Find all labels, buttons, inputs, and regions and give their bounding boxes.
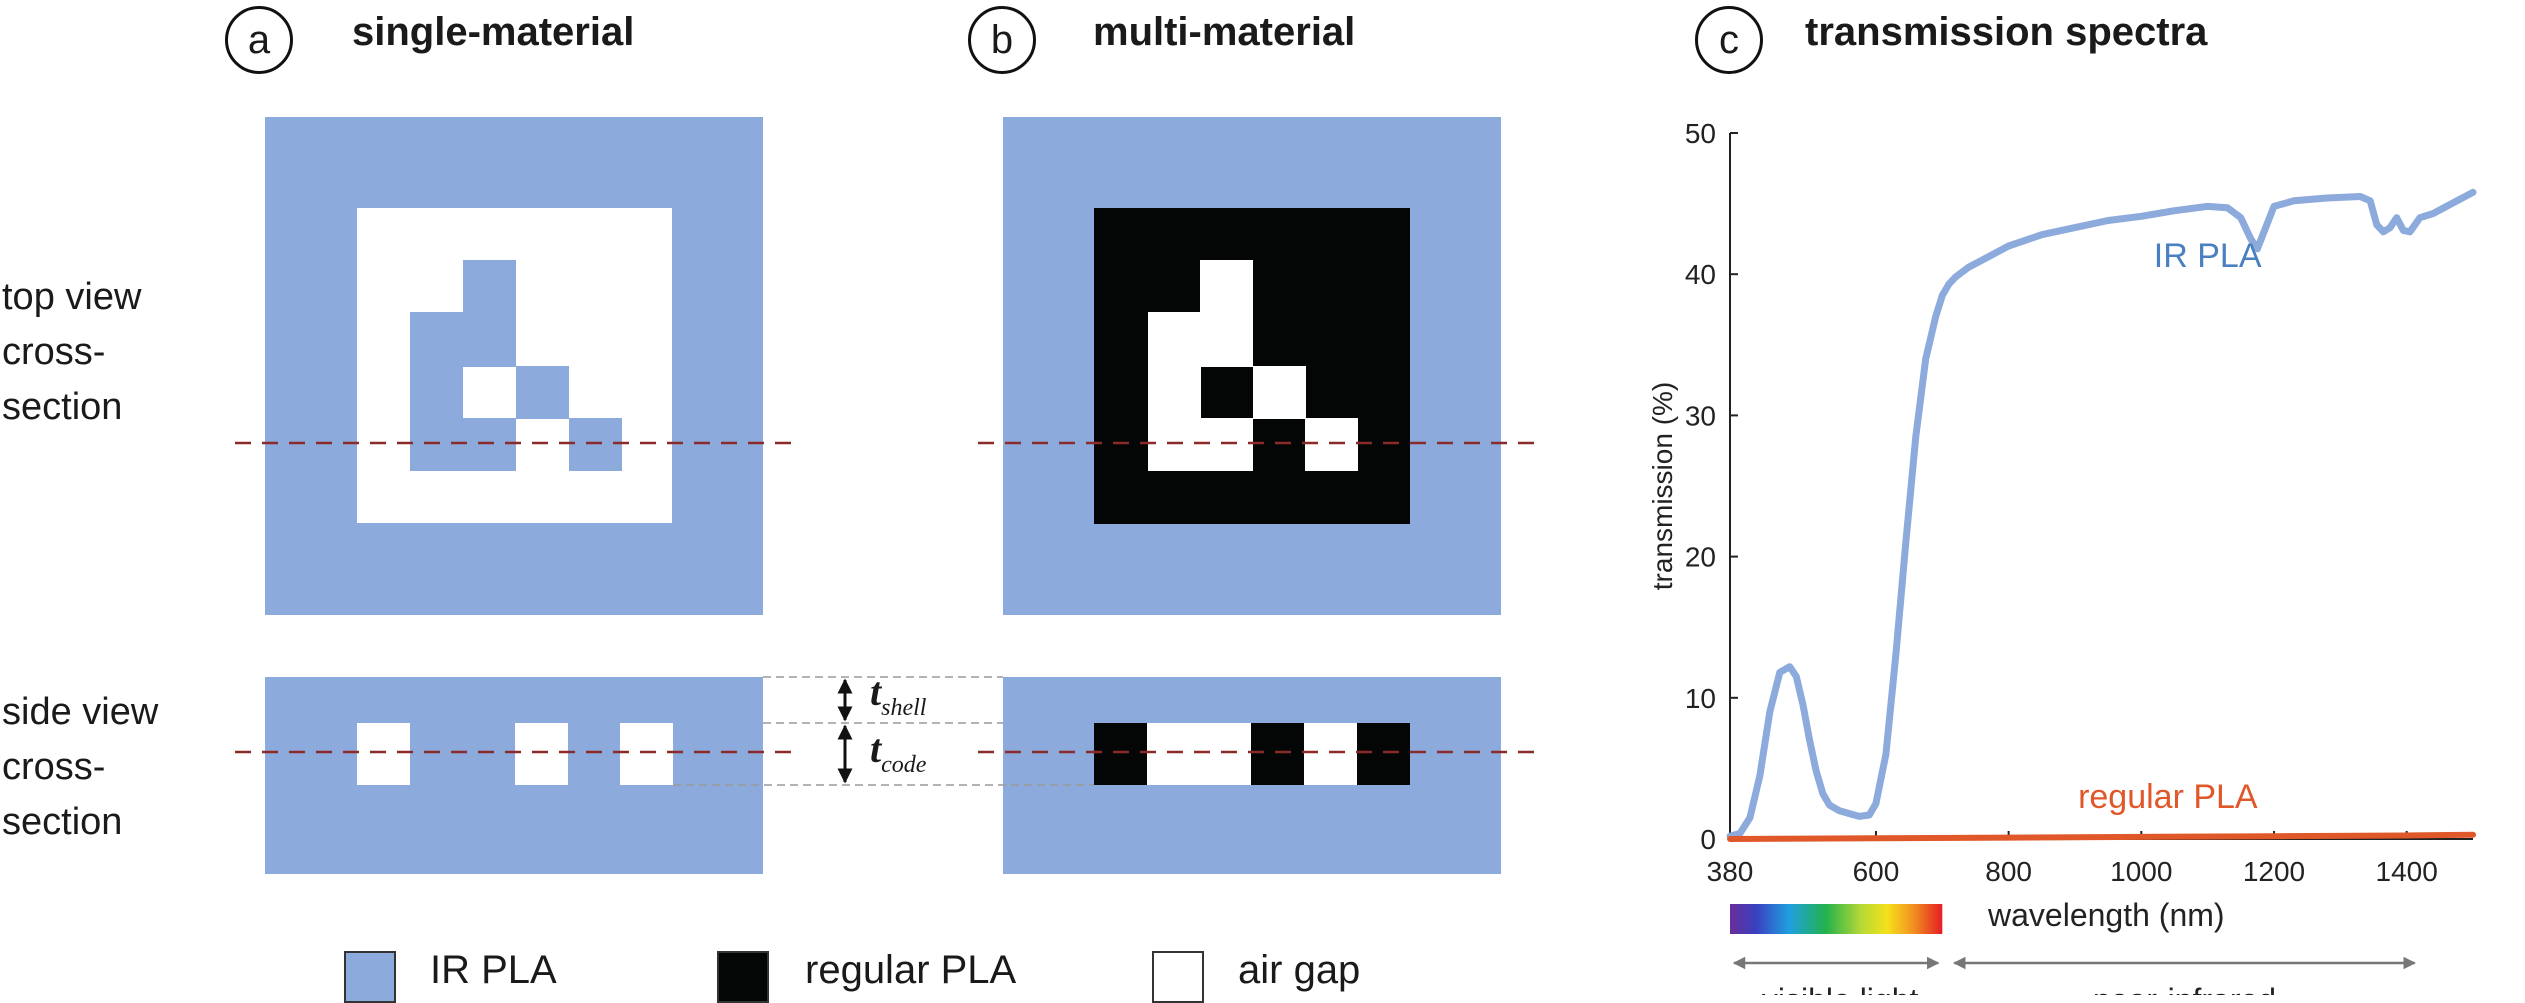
- legend-label-ir-pla: IR PLA: [430, 948, 557, 992]
- band-label-visible-light: visible light: [1762, 982, 1919, 995]
- chart-axes: [1729, 133, 2473, 840]
- legend-swatch-regular-pla: [717, 951, 769, 1003]
- code-cell-air: [1148, 312, 1253, 367]
- single-material-side-view: [265, 677, 763, 874]
- series-label-regular-pla: regular PLA: [2078, 778, 2258, 816]
- regular-pla-cell: [1357, 723, 1410, 785]
- legend-label-regular-pla: regular PLA: [805, 948, 1017, 992]
- code-cell-ir: [410, 418, 516, 471]
- visible-spectrum-bar: [1730, 904, 1943, 934]
- t-code-label: tcode: [870, 726, 927, 778]
- chart-labels: transmission (%) wavelength (nm) IR PLA reg…: [1647, 237, 2262, 933]
- y-tick-label: 40: [1685, 259, 1716, 290]
- x-axis-label: wavelength (nm): [1987, 897, 2225, 933]
- row-label-top-view: top view cross- section: [2, 276, 142, 428]
- y-axis-label: transmission (%): [1647, 382, 1678, 590]
- x-tick-label: 1200: [2243, 856, 2305, 887]
- transmission-spectra-chart: 0 10 20 30 40 50 380 600 800 1000 1200 1400 transmi…: [1647, 118, 2477, 995]
- ir-pla-slab: [265, 677, 763, 874]
- chart-bands: visible light near-infrared: [1730, 904, 2416, 995]
- code-cell-air: [1200, 260, 1253, 313]
- code-cell-ir: [569, 418, 622, 471]
- material-diagrams: [235, 117, 1538, 874]
- panel-b-title: multi-material: [1093, 10, 1356, 54]
- row-label-side-view: side view cross- section: [2, 691, 159, 843]
- multi-material-top-view: [1003, 117, 1501, 615]
- panel-c-letter: c: [1695, 6, 1763, 74]
- code-cell-air: [1253, 366, 1306, 419]
- y-tick-label: 30: [1685, 400, 1716, 431]
- code-cell-ir: [516, 366, 569, 419]
- x-tick-label: 600: [1853, 856, 1900, 887]
- code-cell-air: [1305, 418, 1358, 471]
- band-label-near-infrared: near-infrared: [2093, 982, 2276, 995]
- legend-swatch-air-gap: [1152, 951, 1204, 1003]
- panel-b-letter: b: [968, 6, 1036, 74]
- x-tick-label: 380: [1707, 856, 1754, 887]
- code-cell-air: [1148, 418, 1253, 471]
- y-tick-label: 10: [1685, 683, 1716, 714]
- series-line-regular-pla: [1727, 831, 2476, 842]
- single-material-top-view: [265, 117, 763, 615]
- y-tick-label: 0: [1700, 824, 1716, 855]
- y-tick-label: 50: [1685, 118, 1716, 149]
- legend-label-air-gap: air gap: [1238, 948, 1361, 992]
- air-gap-cell: [515, 723, 568, 785]
- series-line-ir-pla: [1726, 188, 2477, 840]
- series-label-ir-pla: IR PLA: [2154, 237, 2262, 275]
- regular-pla-cell: [1251, 723, 1304, 785]
- legend-swatch-ir-pla: [344, 951, 396, 1003]
- panel-a-title: single-material: [352, 10, 635, 54]
- x-tick-label: 800: [1985, 856, 2032, 887]
- air-gap-cell: [357, 723, 410, 785]
- y-tick-label: 20: [1685, 542, 1716, 573]
- x-tick-label: 1000: [2110, 856, 2172, 887]
- section-cut-lines: [235, 441, 1538, 754]
- code-cell-ir: [410, 366, 463, 419]
- regular-pla-cell: [1094, 723, 1147, 785]
- air-gap-cell: [620, 723, 673, 785]
- panel-c-title: transmission spectra: [1805, 10, 2208, 54]
- code-cell-ir: [410, 312, 516, 367]
- code-cell-air: [1148, 366, 1201, 419]
- x-tick-label: 1400: [2376, 856, 2438, 887]
- code-cell-ir: [463, 260, 516, 313]
- t-shell-label: tshell: [870, 669, 927, 721]
- thickness-guides: [673, 676, 1094, 786]
- multi-material-side-view: [1003, 677, 1501, 874]
- chart-series: [1726, 188, 2477, 842]
- panel-a-letter: a: [225, 6, 293, 74]
